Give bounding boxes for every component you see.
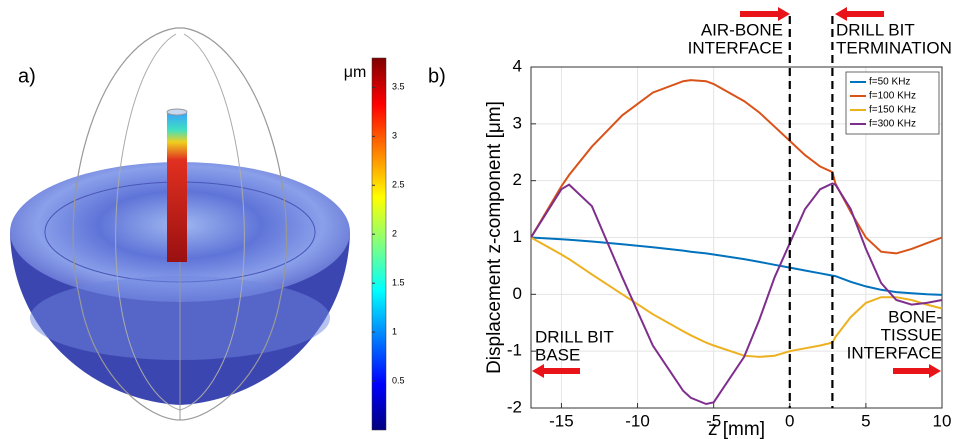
colorbar-unit: μm xyxy=(344,64,367,81)
x-tick-label: -5 xyxy=(706,411,721,430)
arrow-head xyxy=(778,7,790,21)
annotation: TISSUE xyxy=(881,325,942,344)
series-line xyxy=(530,182,943,406)
x-tick-label: -10 xyxy=(625,411,650,430)
y-axis-label: Displacement z-component [μm] xyxy=(484,101,505,374)
legend-label: f=100 KHz xyxy=(869,91,916,102)
arrow-head xyxy=(835,7,847,21)
y-tick-label: 3 xyxy=(513,113,522,132)
arrow-head xyxy=(532,364,544,378)
x-tick-label: -15 xyxy=(549,411,574,430)
colorbar-tick-label: 2 xyxy=(392,229,397,239)
y-tick-label: -1 xyxy=(507,341,522,360)
y-tick-label: 0 xyxy=(513,284,522,303)
series-line xyxy=(530,236,943,358)
arrow-head xyxy=(929,364,941,378)
x-tick-label: 5 xyxy=(861,411,870,430)
panel-label: a) xyxy=(18,65,36,87)
colorbar-tick-label: 0.5 xyxy=(392,375,405,385)
y-tick-label: -2 xyxy=(507,397,522,416)
colorbar-tick-label: 2.5 xyxy=(392,180,405,190)
x-axis-label: z [mm] xyxy=(708,419,765,439)
colorbar-tick-label: 1.5 xyxy=(392,278,405,288)
annotation: BASE xyxy=(535,345,580,364)
legend-label: f=300 KHz xyxy=(869,119,916,130)
colorbar-tick-label: 3.5 xyxy=(392,82,405,92)
legend-label: f=150 KHz xyxy=(869,105,916,116)
y-tick-label: 2 xyxy=(513,170,522,189)
y-tick-label: 4 xyxy=(513,56,522,75)
colorbar-tick-label: 3 xyxy=(392,131,397,141)
x-tick-label: 0 xyxy=(785,411,794,430)
annotation: INTERFACE xyxy=(688,38,783,57)
colorbar xyxy=(371,57,387,431)
annotation: INTERFACE xyxy=(847,343,942,362)
y-tick-label: 1 xyxy=(513,227,522,246)
simulation-render xyxy=(10,27,350,421)
annotation: BONE- xyxy=(888,307,942,326)
panel-label: b) xyxy=(428,65,446,87)
series-line xyxy=(530,236,943,296)
drill-top xyxy=(166,108,188,116)
colorbar-tick-label: 1 xyxy=(392,326,397,336)
x-tick-label: 10 xyxy=(933,411,952,430)
annotation: DRILL BIT xyxy=(836,20,915,39)
annotation: DRILL BIT xyxy=(535,327,614,346)
legend-label: f=50 KHz xyxy=(869,77,910,88)
annotation: AIR-BONE xyxy=(701,20,783,39)
series-line xyxy=(530,79,943,255)
annotation: TERMINATION xyxy=(836,38,952,57)
drill-bit xyxy=(167,112,187,262)
